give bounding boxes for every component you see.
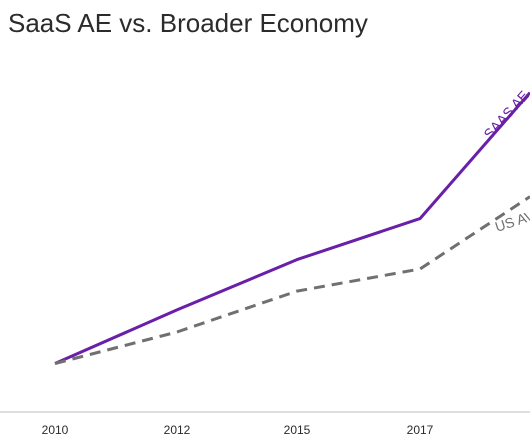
x-tick-label-2012: 2012 [164,423,191,437]
series-group [54,91,530,365]
series-label-us-av: US AV [493,207,530,235]
series-label-saas-ae: SAAS AE [480,87,530,142]
series-labels: SAAS AE US AV [480,87,530,235]
x-tick-label-2017: 2017 [407,423,434,437]
chart-title: SaaS AE vs. Broader Economy [8,8,368,38]
series-line-saas-ae [54,91,530,365]
x-tick-label-2015: 2015 [284,423,311,437]
x-tick-label-2010: 2010 [42,423,69,437]
x-axis-ticks: 2010 2012 2015 2017 [42,423,434,437]
series-line-us-av [54,195,530,365]
